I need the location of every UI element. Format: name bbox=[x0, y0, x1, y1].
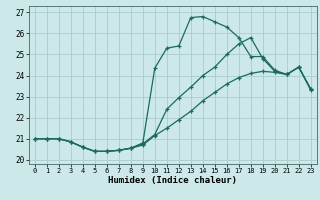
X-axis label: Humidex (Indice chaleur): Humidex (Indice chaleur) bbox=[108, 176, 237, 185]
